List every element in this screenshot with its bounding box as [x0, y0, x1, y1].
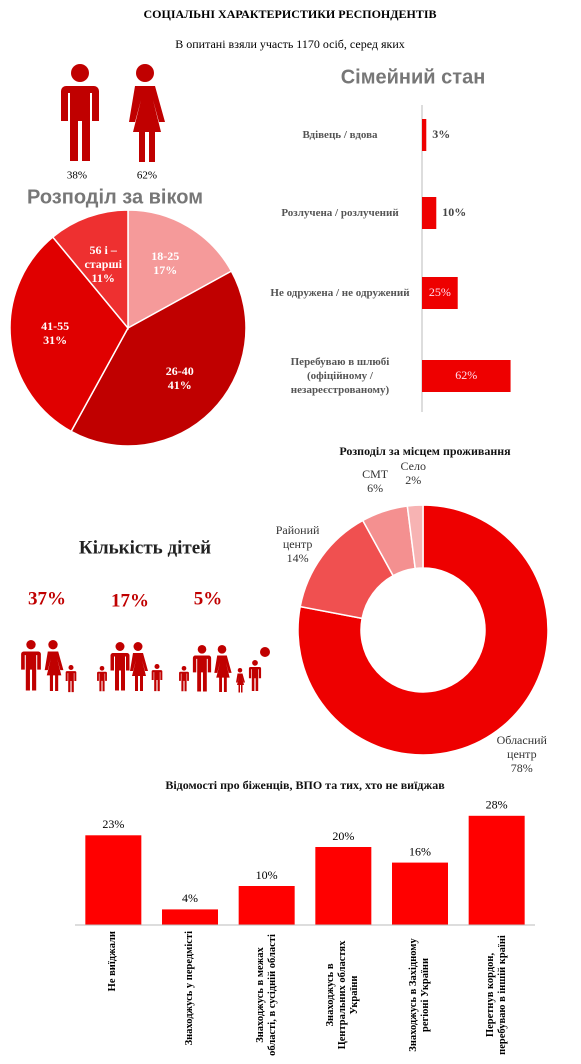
slice [51, 209, 129, 331]
subtitle: В опитані взяли участь 1170 осіб, серед … [175, 37, 405, 51]
bar [392, 862, 448, 925]
chart-title: Сімейний стан [341, 66, 486, 88]
slice-category: 56 і – старші [84, 243, 122, 272]
bar-category: Знаходжусь у передмісті [184, 931, 195, 1046]
bar-category: Вдівець / вдова [302, 129, 378, 141]
bar-value: 16% [409, 844, 431, 858]
slice-label: СМТ 6% [330, 467, 420, 495]
family-icons [21, 640, 270, 693]
chart-title: Відомості про біженців, ВПО та тих, хто … [165, 778, 445, 792]
slice-value: 41% [167, 377, 192, 392]
children-label: 5% [194, 588, 223, 609]
children-title: Кількість дітей [79, 537, 211, 558]
slice [297, 504, 549, 756]
bar [315, 847, 372, 925]
bar-value: 23% [102, 817, 124, 831]
slice-value: 31% [43, 332, 68, 347]
children-label: 37% [28, 588, 66, 609]
slice-category: Обласний центр [496, 733, 547, 762]
bar-value: 10% [256, 868, 278, 882]
man-icon [61, 64, 99, 161]
bar-value: 25% [429, 285, 451, 299]
bar-category: Знаходжусь в Західному регіоні України [408, 938, 431, 1052]
slice-label: Районий центр 14% [253, 523, 343, 565]
slice-label: Село 2% [368, 459, 458, 487]
slice-value: 78% [510, 761, 533, 776]
slice [127, 209, 233, 330]
slice-category: 41-55 [41, 318, 70, 333]
bar-category: Не одружена / не одружений [270, 287, 410, 299]
bar-value: 62% [455, 368, 477, 382]
slice-value: 11% [91, 271, 115, 286]
slice-category: Районий центр [275, 522, 320, 551]
bar [238, 886, 295, 925]
slice-value: 14% [286, 550, 309, 565]
slice-label: 56 і – старші 11% [58, 243, 148, 285]
bar [422, 119, 427, 151]
slice-value: 6% [367, 480, 384, 495]
slice-category: Село [400, 459, 426, 474]
slice [70, 270, 247, 447]
bar [422, 360, 511, 392]
slice-category: 18-25 [151, 249, 180, 264]
bar-value: 4% [182, 891, 198, 905]
bar-category: Перетнув кордон, перебуваю в іншій країн… [484, 935, 508, 1055]
slice-label: 18-25 17% [120, 249, 210, 277]
bar-value: 20% [332, 829, 354, 843]
slice-label: Обласний центр 78% [477, 733, 567, 775]
slice-category: 26-40 [165, 363, 194, 378]
bar [85, 835, 142, 925]
woman-icon [129, 64, 165, 162]
bar [422, 277, 458, 309]
slice-label: 26-40 41% [135, 364, 225, 392]
chart-title: Розподіл за місцем проживання [339, 444, 511, 458]
title: СОЦІАЛЬНІ ХАРАКТЕРИСТИКИ РЕСПОНДЕНТІВ [143, 7, 436, 21]
gender-label: 38% [67, 170, 87, 182]
slice-value: 17% [153, 263, 178, 278]
bar-category: Знаходжусь в Центральних областях Україн… [325, 940, 361, 1050]
slice-label: 41-55 31% [10, 319, 100, 347]
bar-value: 10% [442, 205, 466, 219]
bar-category: Розлучена / розлучений [281, 207, 399, 219]
bar-category: Перебуваю в шлюбі (офіційному / незареєс… [290, 356, 390, 396]
bar-value: 28% [486, 798, 508, 812]
gender-label: 62% [137, 170, 157, 182]
bar [422, 197, 437, 229]
slice-category: СМТ [362, 466, 389, 481]
slice [9, 236, 129, 433]
bar [468, 815, 525, 925]
bar-category: Не виїджали [107, 931, 119, 992]
chart-title: Розподіл за віком [27, 186, 203, 208]
slice-value: 2% [405, 473, 422, 488]
children-label: 17% [111, 590, 149, 611]
slice [406, 504, 424, 570]
bar [162, 909, 218, 925]
bar-category: Знаходжусь в межах області, в сусідній о… [254, 934, 278, 1056]
bar-value: 3% [432, 127, 450, 141]
